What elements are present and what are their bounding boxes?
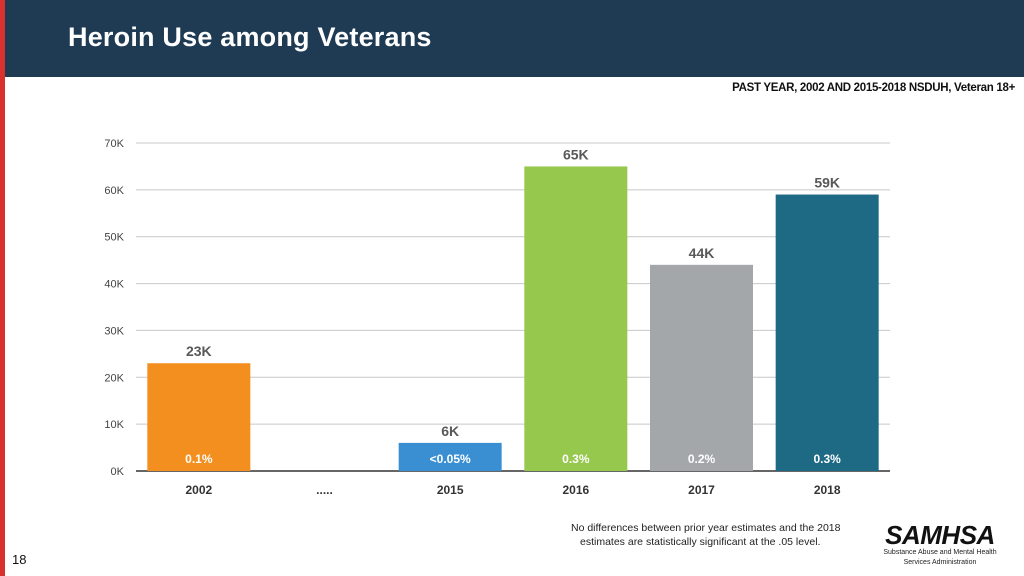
- bar-value-label: 23K: [186, 343, 212, 359]
- y-tick-label: 0K: [111, 466, 125, 478]
- note-line-1: No differences between prior year estima…: [571, 522, 841, 534]
- x-tick-label: 2018: [814, 483, 841, 497]
- logo-subtitle-1: Substance Abuse and Mental Health: [883, 549, 997, 556]
- samhsa-logo: SAMHSA Substance Abuse and Mental Health…: [880, 522, 1000, 570]
- note-line-2: estimates are statistically significant …: [580, 536, 821, 548]
- bar-value-label: 59K: [814, 175, 840, 191]
- left-accent-bar: [0, 0, 5, 576]
- y-tick-label: 20K: [104, 372, 124, 384]
- bar-value-label: 6K: [441, 423, 459, 439]
- chart-subtitle: PAST YEAR, 2002 AND 2015-2018 NSDUH, Vet…: [732, 82, 1015, 94]
- significance-note: No differences between prior year estima…: [571, 521, 861, 549]
- bar: [775, 194, 879, 472]
- slide-title: Heroin Use among Veterans: [68, 22, 432, 52]
- x-tick-label: .....: [316, 483, 333, 497]
- bar: [398, 442, 502, 471]
- bar-value-label: 65K: [563, 146, 589, 162]
- y-tick-label: 50K: [104, 232, 124, 244]
- bar-percent-label: 0.3%: [813, 452, 841, 466]
- y-tick-label: 70K: [104, 138, 124, 150]
- x-tick-label: 2017: [688, 483, 715, 497]
- x-tick-label: 2002: [185, 483, 212, 497]
- bar: [524, 166, 628, 471]
- bar: [650, 264, 753, 471]
- logo-subtitle-2: Services Administration: [903, 558, 977, 566]
- logo-wordmark: SAMHSA: [885, 520, 995, 550]
- bar-percent-label: <0.05%: [430, 452, 471, 466]
- x-tick-label: 2015: [437, 483, 464, 497]
- bar-percent-label: 0.3%: [562, 452, 590, 466]
- y-tick-label: 30K: [104, 325, 124, 337]
- bar-percent-label: 0.1%: [185, 452, 213, 466]
- page-number: 18: [12, 552, 27, 567]
- bar-value-label: 44K: [689, 245, 715, 261]
- y-tick-label: 60K: [104, 185, 124, 197]
- slide-header: Heroin Use among Veterans: [5, 0, 1024, 77]
- y-tick-label: 40K: [104, 279, 124, 291]
- y-tick-label: 10K: [104, 419, 124, 431]
- bar: [147, 363, 251, 471]
- x-tick-label: 2016: [562, 483, 589, 497]
- bar-percent-label: 0.2%: [688, 452, 716, 466]
